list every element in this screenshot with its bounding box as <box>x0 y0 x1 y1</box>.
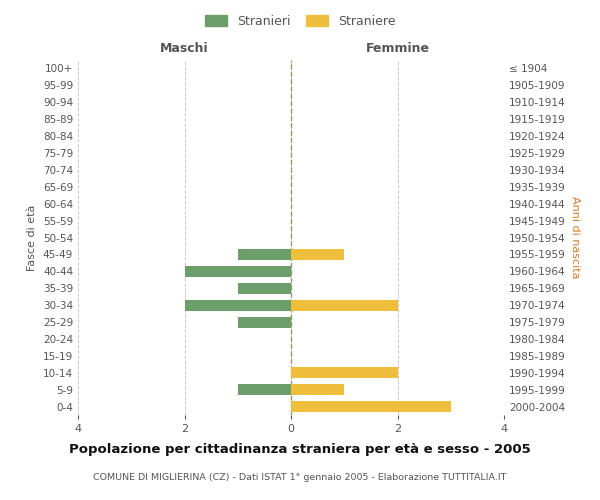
Bar <box>238 282 291 294</box>
Bar <box>238 316 291 328</box>
Bar <box>238 249 291 260</box>
Text: Maschi: Maschi <box>160 42 209 54</box>
Bar <box>238 384 291 395</box>
Text: COMUNE DI MIGLIERINA (CZ) - Dati ISTAT 1° gennaio 2005 - Elaborazione TUTTITALIA: COMUNE DI MIGLIERINA (CZ) - Dati ISTAT 1… <box>94 472 506 482</box>
Legend: Stranieri, Straniere: Stranieri, Straniere <box>201 11 399 32</box>
Bar <box>291 384 344 395</box>
Y-axis label: Fasce di età: Fasce di età <box>28 204 37 270</box>
Bar <box>185 300 291 310</box>
Y-axis label: Anni di nascita: Anni di nascita <box>569 196 580 279</box>
Bar <box>291 300 398 310</box>
Bar <box>291 367 398 378</box>
Bar <box>291 401 451 412</box>
Bar <box>185 266 291 277</box>
Text: Popolazione per cittadinanza straniera per età e sesso - 2005: Popolazione per cittadinanza straniera p… <box>69 442 531 456</box>
Text: Femmine: Femmine <box>365 42 430 54</box>
Bar <box>291 249 344 260</box>
